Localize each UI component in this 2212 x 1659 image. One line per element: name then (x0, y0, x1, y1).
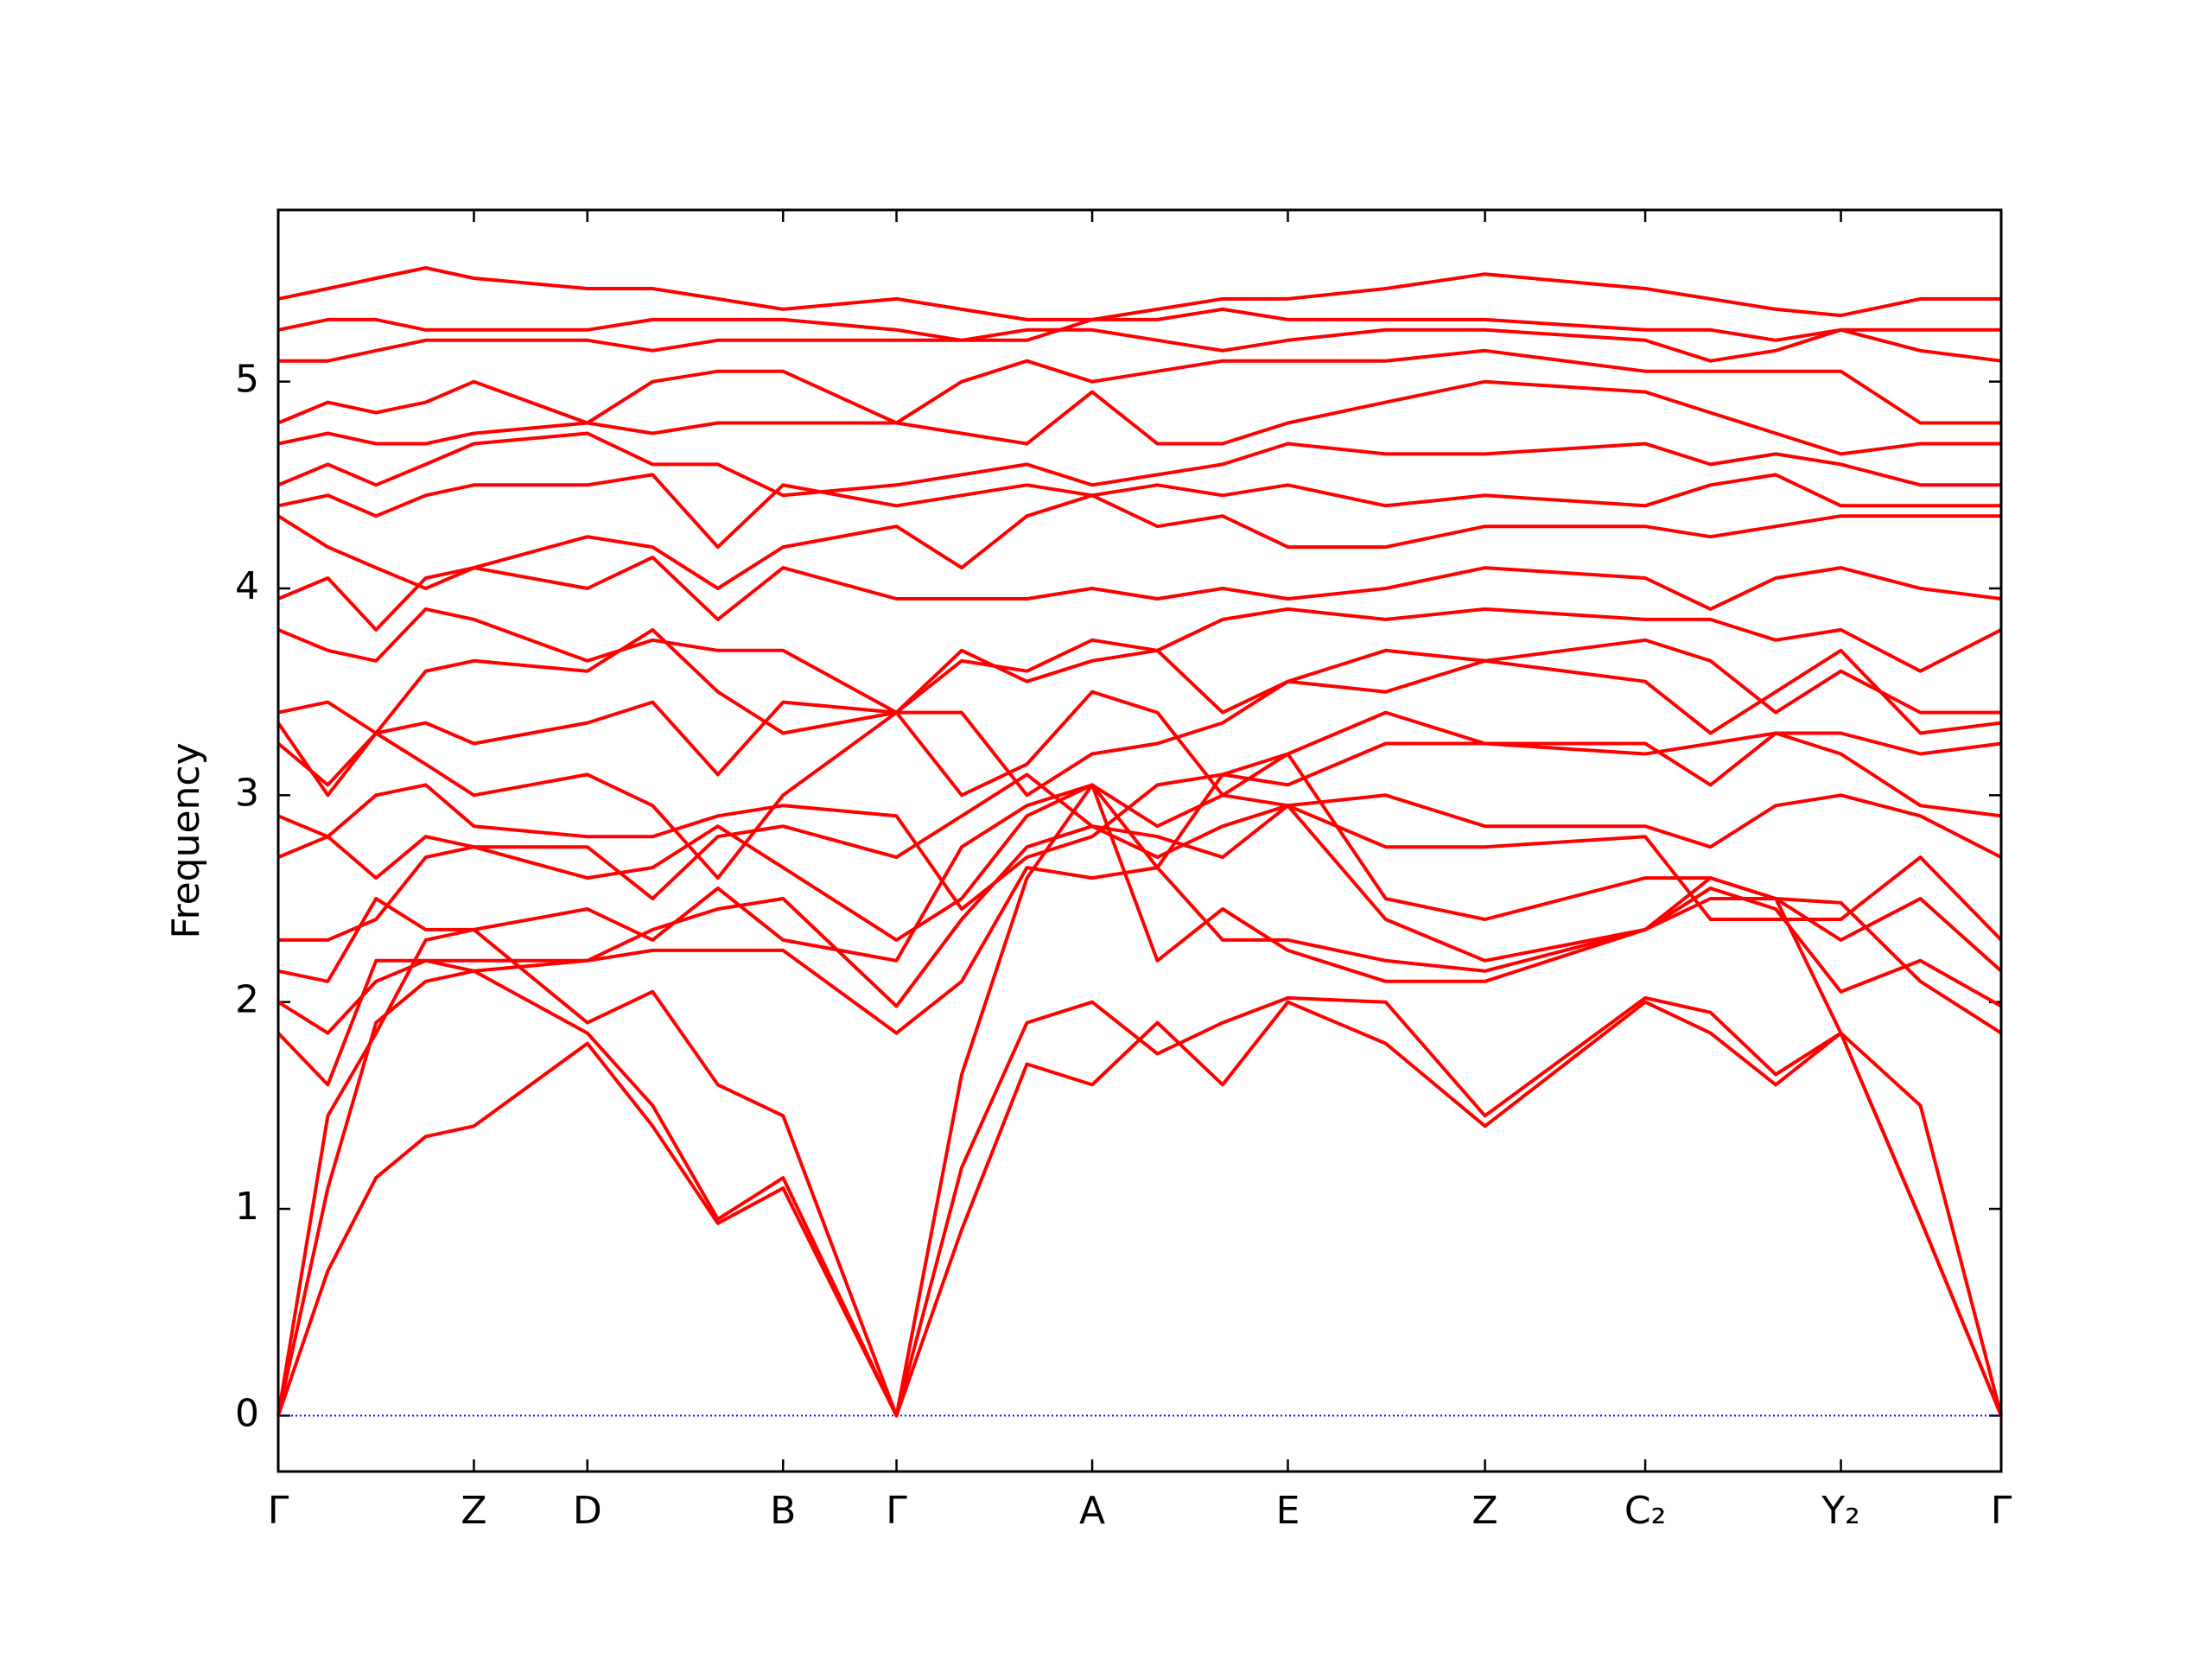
x-tick-label: D (573, 1489, 602, 1533)
band-line (277, 772, 2002, 900)
band-line (277, 431, 2001, 498)
y-tick-label: 2 (235, 978, 259, 1022)
band-line (277, 627, 2001, 735)
x-tick-label: Y₂ (1821, 1489, 1860, 1533)
band-line (277, 731, 2002, 911)
y-axis-label: Frequency (164, 742, 208, 938)
band-line (277, 379, 2001, 456)
y-tick-label: 3 (235, 771, 259, 815)
band-line (277, 752, 2003, 983)
band-line (276, 690, 2002, 880)
x-tick-label: Z (1472, 1489, 1498, 1533)
y-tick-label: 4 (235, 564, 259, 608)
band-line (277, 307, 2001, 342)
band-line (276, 969, 2003, 1418)
x-tick-label: Γ (1991, 1489, 2012, 1533)
x-tick-label: Z (461, 1489, 486, 1533)
x-tick-label: A (1079, 1489, 1105, 1533)
x-tick-label: C₂ (1624, 1489, 1666, 1533)
x-tick-label: Γ (268, 1489, 289, 1533)
y-tick-label: 1 (235, 1185, 259, 1229)
x-tick-label: Γ (886, 1489, 907, 1533)
band-line (277, 348, 2001, 425)
band-line (277, 473, 2001, 550)
x-tick-label: E (1276, 1489, 1300, 1533)
band-line (276, 1000, 2003, 1418)
band-line (276, 493, 2001, 590)
band-line (276, 783, 2003, 1418)
y-tick-label: 5 (235, 358, 259, 402)
band-line (276, 804, 2002, 1035)
band-line (277, 556, 2002, 632)
plot-frame (276, 208, 2003, 1473)
y-tick-label: 0 (235, 1391, 259, 1435)
band-line (276, 648, 2002, 798)
band-line (277, 607, 2002, 715)
x-tick-label: B (770, 1489, 796, 1533)
band-line (277, 266, 2001, 321)
